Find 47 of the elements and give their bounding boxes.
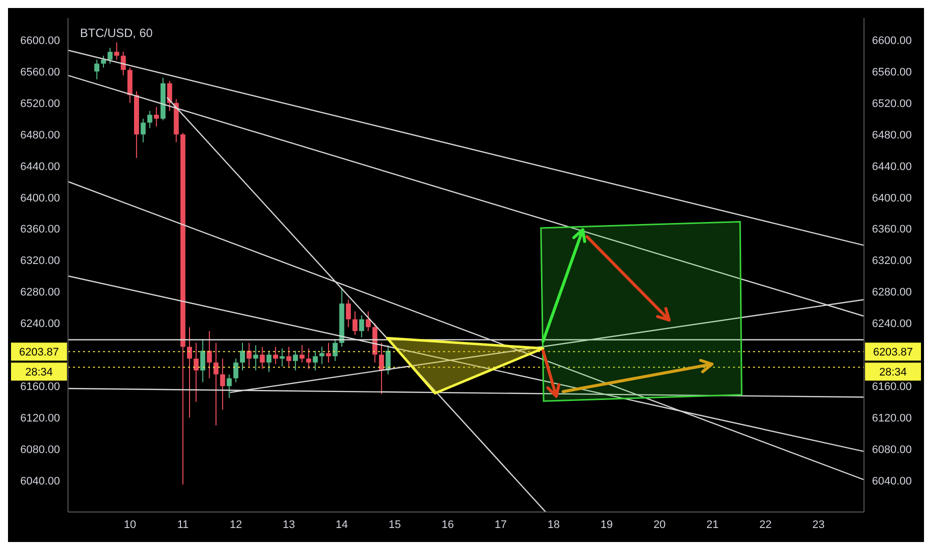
y2-tick-label: 6240.00 (872, 318, 912, 330)
y2-tick-label: 6320.00 (872, 255, 912, 268)
y-tick-label: 6120.00 (20, 412, 60, 425)
y2-tick-label: 6040.00 (872, 475, 912, 488)
y-tick-label: 6040.00 (20, 475, 60, 488)
x-tick-label: 23 (812, 518, 825, 531)
y-tick-label: 6280.00 (20, 286, 60, 299)
y2-tick-label: 6600.00 (872, 34, 912, 47)
x-tick-label: 18 (548, 518, 560, 531)
y2-tick-label: 6560.00 (872, 66, 912, 78)
ref-line-label: 6203.87 (19, 346, 59, 359)
x-tick-label: 11 (177, 518, 189, 531)
y-tick-label: 6360.00 (20, 224, 60, 236)
y-tick-label: 6560.00 (20, 66, 60, 78)
y2-tick-label: 6480.00 (872, 129, 912, 142)
y-tick-label: 6160.00 (20, 381, 60, 394)
y2-tick-label: 6080.00 (872, 444, 912, 456)
text: 28:34 (879, 366, 907, 379)
x-tick-label: 17 (494, 518, 507, 531)
y-tick-label: 6600.00 (20, 34, 60, 47)
x-tick-label: 19 (600, 518, 613, 531)
y2-tick-label: 6520.00 (872, 98, 912, 110)
x-tick-label: 16 (442, 518, 454, 531)
x-tick-label: 15 (388, 518, 401, 531)
y2-tick-label: 6440.00 (872, 160, 912, 173)
x-tick-label: 12 (230, 518, 242, 531)
y2-tick-label: 6360.00 (872, 224, 912, 236)
x-tick-label: 13 (282, 518, 295, 531)
x-tick-label: 20 (653, 518, 666, 531)
y2-tick-label: 6160.00 (872, 381, 912, 394)
text: BTC/USD, 60 (80, 26, 153, 40)
y-tick-label: 6320.00 (20, 255, 60, 268)
y2-tick-label: 6400.00 (872, 192, 912, 204)
y-tick-label: 6480.00 (20, 129, 60, 142)
x-tick-label: 22 (759, 518, 772, 531)
y-tick-label: 6080.00 (20, 444, 60, 456)
y-tick-label: 6400.00 (20, 192, 60, 204)
text: 6203.87 (873, 346, 913, 359)
y-tick-label: 6240.00 (20, 318, 60, 330)
x-tick-label: 10 (124, 518, 136, 531)
x-tick-label: 14 (336, 518, 348, 531)
y2-tick-label: 6280.00 (872, 286, 912, 299)
x-tick-label: 21 (706, 518, 719, 531)
y-tick-label: 6440.00 (20, 160, 60, 173)
y2-tick-label: 6120.00 (872, 412, 912, 425)
y-tick-label: 6520.00 (20, 98, 60, 110)
text: 28:34 (25, 366, 53, 379)
